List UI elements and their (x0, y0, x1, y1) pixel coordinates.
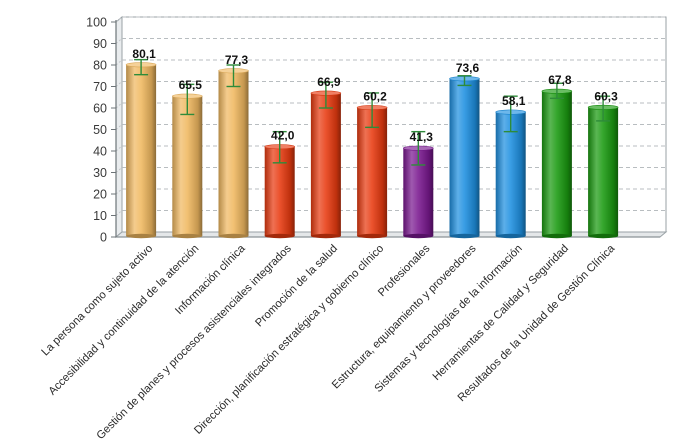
gridline-side (115, 167, 123, 173)
bar-base (264, 233, 295, 239)
bar-base (449, 233, 480, 239)
y-tick-label: 80 (93, 59, 107, 73)
bar-base (588, 233, 619, 239)
y-tick-label: 0 (100, 231, 107, 245)
plot-left-wall (115, 15, 123, 239)
y-tick-label: 40 (93, 145, 107, 159)
y-tick-label: 90 (93, 37, 107, 51)
bar (172, 96, 203, 236)
bar-group (310, 90, 342, 239)
data-label: 67,8 (548, 73, 572, 87)
bar (126, 64, 157, 236)
data-label: 80,1 (132, 47, 156, 61)
data-label: 58,1 (502, 94, 526, 108)
data-label: 65,5 (179, 78, 203, 92)
error-bar (596, 95, 611, 122)
gridline-side (115, 16, 123, 23)
bar-group (541, 88, 573, 239)
y-tick-label: 20 (93, 188, 107, 202)
error-bar (549, 82, 564, 100)
gridline-side (115, 102, 123, 109)
plot-back-wall (121, 16, 667, 233)
x-tick-label: Resultados de la Unidad de Gestión Clíni… (456, 242, 618, 404)
bar-group (587, 104, 619, 239)
data-label: 42,0 (271, 129, 295, 143)
bar-group (125, 62, 157, 239)
bar (357, 107, 388, 236)
error-bar (134, 58, 149, 76)
bar (218, 70, 249, 237)
gridline-side (115, 188, 123, 195)
x-tick-label: Promoción de la salud (253, 243, 340, 330)
bar-group (495, 109, 527, 239)
data-label: 66,9 (317, 75, 341, 89)
y-tick-label: 50 (93, 123, 107, 137)
y-tick-label: 60 (93, 102, 107, 116)
gridline-side (115, 81, 123, 87)
error-bar (226, 64, 241, 88)
bar (541, 91, 572, 236)
error-bar (318, 81, 333, 109)
gridline-side (115, 145, 123, 152)
bar-base (403, 233, 434, 239)
bar (310, 93, 341, 236)
gridline-side (115, 59, 123, 66)
data-label: 60,3 (594, 89, 618, 103)
gridline-side (115, 124, 123, 130)
error-bar (365, 92, 380, 129)
error-bar (411, 130, 426, 166)
bar-group (172, 93, 203, 239)
bar-base (172, 233, 203, 239)
bar-group (356, 105, 388, 239)
data-label: 41,3 (410, 130, 434, 144)
bar-base (310, 233, 341, 239)
bar (449, 78, 480, 236)
y-tick-label: 70 (93, 80, 107, 94)
gridline-side (115, 38, 123, 44)
error-bar (503, 95, 518, 133)
y-tick-label: 100 (86, 16, 107, 30)
error-bar (272, 130, 287, 164)
bar-group (449, 76, 480, 239)
bar-base (218, 233, 249, 239)
bar-base (126, 233, 157, 239)
error-bar (180, 83, 195, 116)
bar-group (218, 68, 249, 239)
data-label: 77,3 (225, 53, 249, 67)
y-tick-label: 30 (93, 166, 107, 180)
bar (495, 112, 526, 236)
data-label: 73,6 (456, 61, 480, 75)
bar-base (541, 233, 572, 239)
bar (588, 107, 619, 236)
y-tick-label: 10 (93, 209, 107, 223)
data-label: 60,2 (363, 90, 387, 104)
bar-base (357, 233, 388, 239)
gridline-side (115, 210, 123, 216)
error-bar (457, 75, 472, 87)
bar-base (495, 233, 526, 239)
